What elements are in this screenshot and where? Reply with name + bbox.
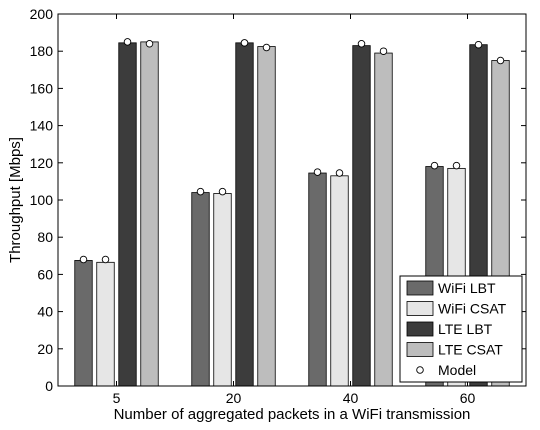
x-tick-label: 60	[460, 390, 476, 406]
bar-lte-lbt-40	[352, 45, 371, 387]
model-point-wifi-csat-20	[218, 187, 227, 196]
model-point-wifi-lbt-60	[430, 161, 439, 170]
legend-label-wifi-lbt: WiFi LBT	[438, 280, 496, 296]
y-tick-label: 0	[45, 378, 53, 394]
y-tick-label: 200	[30, 6, 54, 22]
y-tick-label: 60	[37, 266, 53, 282]
y-tick-label: 140	[30, 118, 54, 134]
ticks-layer: 0 20 40 60 80 100 120 140 160 180 200 5 20 40 60	[30, 6, 526, 406]
y-axis-label: Throughput [Mbps]	[7, 137, 24, 263]
bar-wifi-csat-5	[96, 261, 115, 387]
bar-lte-csat-40	[374, 52, 393, 387]
bar-lte-lbt-5	[118, 42, 137, 387]
model-point-wifi-lbt-5	[79, 255, 88, 264]
model-point-lte-lbt-40	[357, 40, 366, 48]
bars-layer	[74, 41, 510, 387]
model-point-lte-csat-20	[262, 43, 271, 52]
model-point-lte-csat-40	[379, 47, 388, 55]
model-point-lte-lbt-60	[474, 40, 483, 49]
x-tick-label: 5	[113, 390, 121, 406]
y-tick-label: 80	[37, 229, 53, 245]
x-axis-label: Number of aggregated packets in a WiFi t…	[114, 406, 471, 423]
y-tick-label: 20	[37, 341, 53, 357]
y-tick-label: 100	[30, 192, 54, 208]
y-tick-label: 180	[30, 43, 54, 59]
model-point-wifi-csat-40	[335, 169, 344, 177]
legend-label-wifi-csat: WiFi CSAT	[438, 301, 507, 317]
legend: WiFi LBT WiFi CSAT LTE LBT LTE CSAT Model	[399, 275, 523, 383]
model-point-lte-lbt-20	[240, 39, 249, 47]
legend-label-lte-lbt: LTE LBT	[438, 321, 493, 337]
bar-wifi-lbt-20	[191, 192, 210, 387]
y-tick-label: 120	[30, 155, 54, 171]
y-tick-label: 40	[37, 304, 53, 320]
bar-lte-csat-20	[257, 46, 276, 387]
x-tick-label: 40	[343, 390, 359, 406]
bar-wifi-lbt-40	[308, 172, 327, 387]
x-tick-label: 20	[226, 390, 242, 406]
legend-label-model: Model	[438, 362, 476, 378]
legend-model-marker	[416, 366, 424, 374]
model-point-wifi-lbt-20	[196, 187, 205, 196]
model-point-wifi-csat-5	[101, 255, 110, 264]
legend-swatch-wifi-lbt	[406, 280, 434, 296]
bar-lte-lbt-20	[235, 42, 254, 387]
model-point-wifi-lbt-40	[313, 168, 322, 176]
bar-wifi-lbt-5	[74, 260, 93, 387]
y-tick-label: 160	[30, 80, 54, 96]
legend-swatch-wifi-csat	[406, 301, 434, 316]
legend-label-lte-csat: LTE CSAT	[438, 342, 503, 358]
bar-lte-csat-5	[140, 41, 159, 387]
model-point-lte-lbt-5	[123, 38, 132, 46]
legend-swatch-lte-csat	[406, 342, 434, 357]
model-point-wifi-csat-60	[452, 161, 461, 170]
model-point-lte-csat-60	[496, 56, 505, 65]
model-markers-layer	[79, 38, 505, 264]
bar-wifi-csat-40	[330, 175, 349, 387]
model-point-lte-csat-5	[145, 40, 154, 48]
bar-wifi-csat-20	[213, 193, 232, 387]
legend-swatch-lte-lbt	[406, 321, 434, 337]
